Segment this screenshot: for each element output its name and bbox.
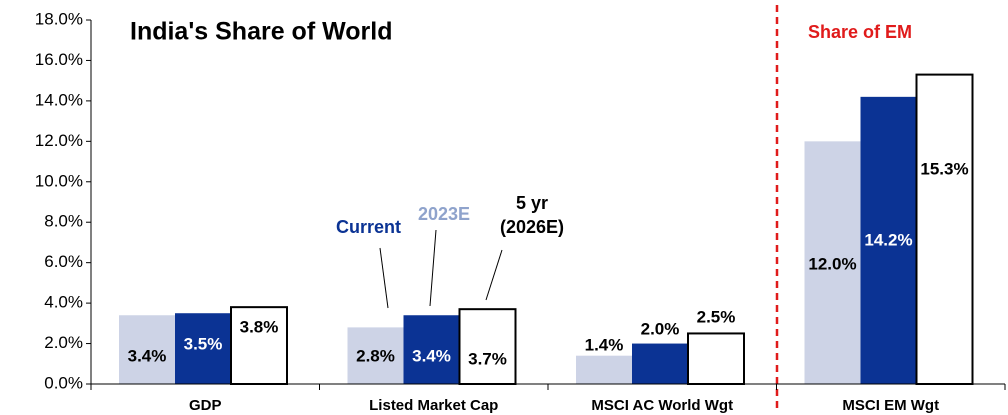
bar	[119, 315, 175, 384]
y-tick-label: 2.0%	[44, 333, 83, 352]
data-label: 2.0%	[641, 319, 680, 338]
x-tick-label: GDP	[189, 397, 222, 414]
bar	[458, 308, 517, 385]
data-label: 1.4%	[585, 335, 624, 354]
bar	[230, 306, 288, 385]
series-name: 5 yr (2026E)	[500, 193, 564, 237]
data-label: 3.5%	[184, 334, 223, 353]
y-tick-label: 16.0%	[35, 50, 83, 69]
annotation: Share of EM	[808, 22, 912, 42]
data-label: 3.7%	[468, 349, 507, 368]
y-tick-label: 4.0%	[44, 293, 83, 312]
data-label: 3.4%	[412, 346, 451, 365]
bar	[687, 332, 745, 386]
bar	[576, 355, 632, 384]
y-tick-label: 12.0%	[35, 131, 83, 150]
pointer	[485, 249, 503, 301]
bar	[175, 313, 231, 384]
y-tick-label: 0.0%	[44, 373, 83, 392]
x-tick-label: Listed Market Cap	[369, 397, 498, 414]
x-tick-label: MSCI AC World Wgt	[591, 397, 733, 414]
y-tick-label: 14.0%	[35, 90, 83, 109]
series-name: 2023E	[418, 204, 470, 224]
data-label: 3.4%	[128, 346, 167, 365]
bar	[804, 141, 861, 384]
data-label: 12.0%	[808, 254, 856, 273]
chart-title: India's Share of World	[130, 18, 392, 46]
data-label: 2.8%	[356, 346, 395, 365]
series-name: Current	[336, 217, 401, 237]
data-label: 14.2%	[864, 230, 912, 249]
y-tick-label: 18.0%	[35, 9, 83, 28]
data-label: 3.8%	[240, 317, 279, 336]
series-name-line: (2026E)	[500, 217, 564, 237]
y-tick-label: 8.0%	[44, 212, 83, 231]
bar	[915, 73, 974, 385]
bar	[860, 96, 917, 384]
bar	[403, 315, 460, 384]
y-tick-label: 10.0%	[35, 171, 83, 190]
pointer	[429, 229, 437, 307]
x-tick-label: MSCI EM Wgt	[842, 397, 939, 414]
series-name-line: 5 yr	[516, 193, 548, 213]
y-tick-label: 6.0%	[44, 252, 83, 271]
pointer-lines	[379, 229, 503, 309]
data-label: 15.3%	[920, 159, 968, 178]
pointer	[379, 247, 389, 309]
bar	[632, 343, 688, 384]
data-label: 2.5%	[697, 307, 736, 326]
bar	[347, 327, 404, 384]
